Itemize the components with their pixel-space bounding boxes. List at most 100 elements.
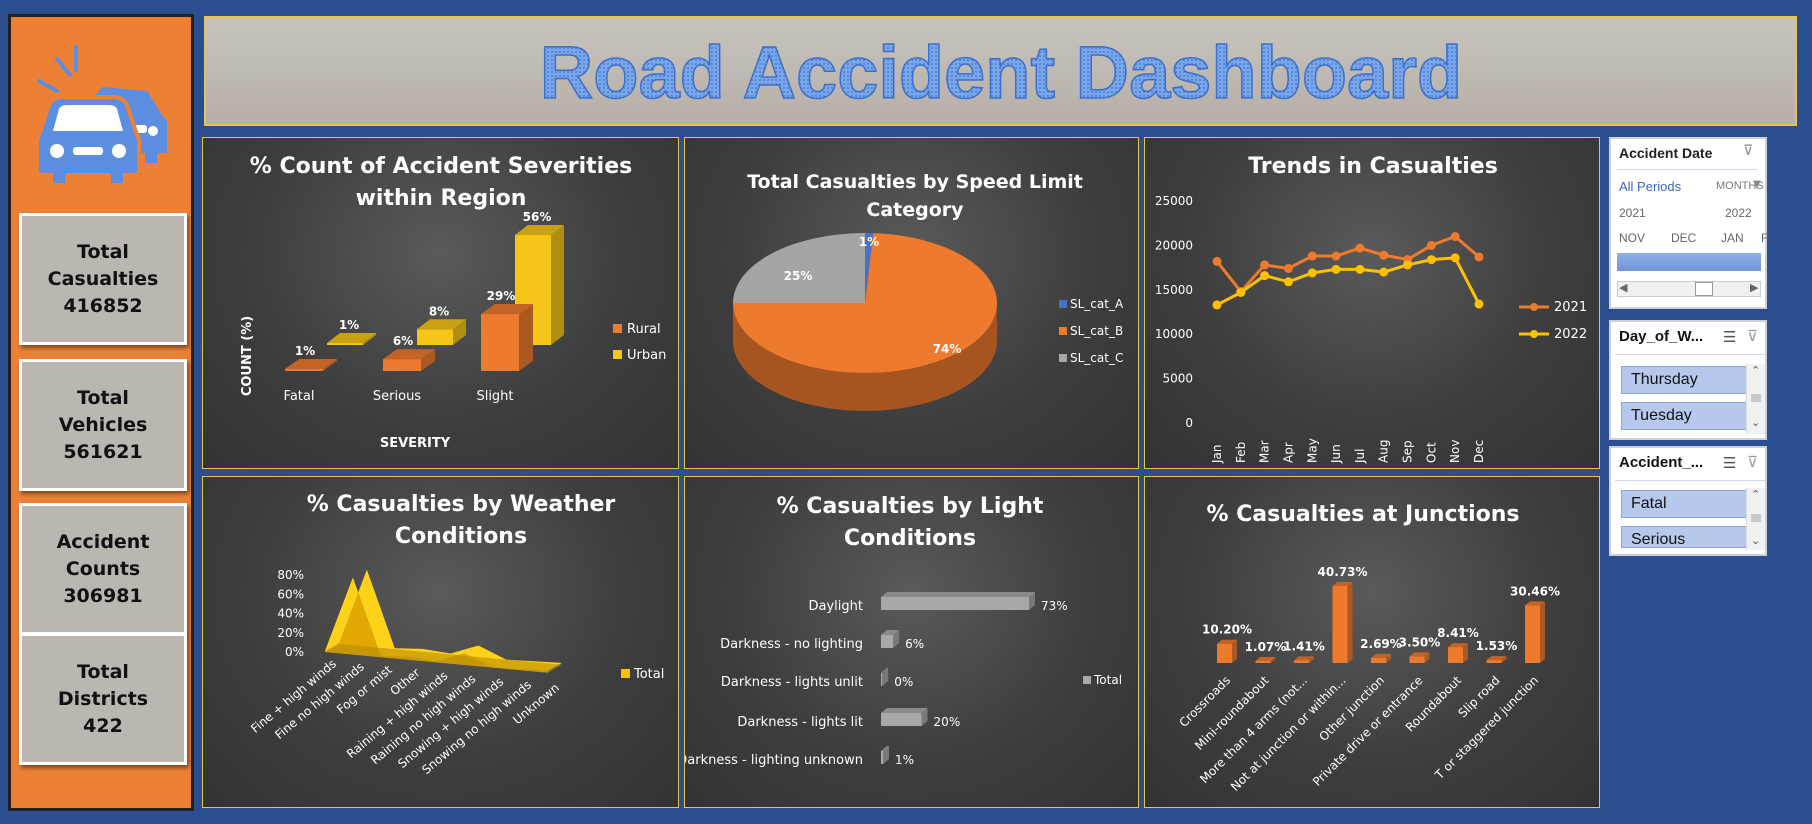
light-bar-side <box>1029 592 1035 610</box>
scroll-thumb[interactable] <box>1695 282 1713 296</box>
y-tick-label: 20000 <box>1155 238 1193 252</box>
slicer-scrollbar[interactable]: ⌃ ⌄ <box>1746 364 1765 434</box>
scroll-right-icon[interactable]: ▶ <box>1750 281 1759 294</box>
accident-date-timeline-slicer[interactable]: Accident Date ⊽ All Periods MONTHS ▼ 202… <box>1609 137 1768 309</box>
series-point <box>1283 263 1293 273</box>
pie-data-label: 25% <box>784 269 813 283</box>
junction-bar-side <box>1347 582 1353 663</box>
slicer-item-tuesday[interactable]: Tuesday <box>1621 402 1759 430</box>
y-tick-label: Darkness - lighting unknown <box>685 753 863 768</box>
kpi-label: Accident <box>56 530 150 553</box>
multi-select-icon[interactable]: ☰ <box>1723 454 1737 472</box>
bar-rural-side <box>323 359 337 371</box>
time-level-dropdown[interactable]: MONTHS <box>1716 180 1764 192</box>
kpi-label: Districts <box>57 687 149 710</box>
bar-urban-side <box>453 319 466 345</box>
light-bar-side <box>883 746 890 764</box>
kpi-value: 422 <box>83 714 123 737</box>
timeline-year: 2022 <box>1725 206 1752 220</box>
data-label: 1% <box>895 753 914 767</box>
pie-data-label: 74% <box>933 342 962 356</box>
kpi-label: Total <box>77 386 129 409</box>
chevron-up-icon[interactable]: ⌃ <box>1751 364 1761 377</box>
kpi-value: 561621 <box>63 440 143 463</box>
series-point <box>1450 232 1460 242</box>
data-label: 56% <box>523 210 552 224</box>
light-bar-side <box>893 630 900 648</box>
scroll-thumb[interactable] <box>1751 394 1761 402</box>
x-tick-label: Mar <box>1258 440 1272 463</box>
light-bar-side <box>882 668 889 686</box>
kpi-value: 306981 <box>63 584 143 607</box>
bar-rural-side <box>421 349 435 371</box>
accident-severity-slicer[interactable]: Accident_... ☰ ⊽ Fatal Serious ⌃ ⌄ <box>1609 446 1767 556</box>
clear-filter-icon[interactable]: ⊽ <box>1747 453 1758 471</box>
kpi-total-vehicles: Total Vehicles 561621 <box>19 359 187 491</box>
x-tick-label: Oct <box>1424 442 1438 463</box>
clear-filter-icon[interactable]: ⊽ <box>1743 143 1754 159</box>
x-axis-label: SEVERITY <box>380 436 451 451</box>
legend-swatch-rural <box>613 324 622 333</box>
area-floor <box>325 644 562 673</box>
timeline-selected-range[interactable] <box>1617 253 1761 271</box>
bar-urban-side <box>363 333 376 345</box>
pie-slice <box>733 233 997 373</box>
junctions-chart-panel: % Casualties at Junctions 10.20% Crossroa… <box>1144 476 1600 808</box>
junction-bar-top <box>1255 656 1276 661</box>
kpi-total-districts: Total Districts 422 <box>19 633 187 765</box>
severity-chart: % Count of Accident Severities within Re… <box>240 154 666 451</box>
scroll-left-icon[interactable]: ◀ <box>1619 281 1628 294</box>
series-point <box>1426 255 1436 265</box>
chevron-down-icon[interactable]: ⌄ <box>1751 416 1761 429</box>
chart-title: Total Casualties by Speed Limit <box>747 171 1083 193</box>
junction-bar-side <box>1540 601 1545 663</box>
junction-bar <box>1294 660 1309 663</box>
pie-data-label: 1% <box>859 235 879 249</box>
multi-select-icon[interactable]: ☰ <box>1723 328 1737 346</box>
slicer-item-serious[interactable]: Serious <box>1621 526 1759 548</box>
timeline-scrollbar[interactable] <box>1617 281 1761 297</box>
data-label: 29% <box>487 289 516 303</box>
pie-slice-side <box>733 303 997 411</box>
chevron-down-icon[interactable]: ▼ <box>1753 179 1761 190</box>
chart-title: Conditions <box>844 526 976 551</box>
x-tick-label: Feb <box>1234 442 1248 463</box>
all-periods-link[interactable]: All Periods <box>1619 179 1682 194</box>
series-point <box>1355 243 1365 253</box>
scroll-thumb[interactable] <box>1751 514 1761 522</box>
divider <box>1615 480 1765 481</box>
chevron-down-icon[interactable]: ⌄ <box>1751 534 1761 547</box>
chevron-up-icon[interactable]: ⌃ <box>1751 488 1761 501</box>
series-point <box>1307 268 1317 278</box>
kpi-value: 416852 <box>63 294 143 317</box>
clear-filter-icon[interactable]: ⊽ <box>1747 327 1758 345</box>
y-tick-label: Daylight <box>809 599 863 614</box>
junction-bar-side <box>1463 643 1468 663</box>
slicer-item-fatal[interactable]: Fatal <box>1621 490 1759 518</box>
junction-bar-top <box>1217 639 1237 644</box>
light-bar <box>881 713 922 726</box>
series-point <box>1450 253 1460 263</box>
legend-marker <box>1530 303 1538 311</box>
area-front <box>325 577 548 673</box>
data-label: 20% <box>934 715 961 729</box>
slicer-scrollbar[interactable]: ⌃ ⌄ <box>1746 488 1765 550</box>
kpi-label: Total <box>77 240 129 263</box>
bar-rural <box>285 369 323 371</box>
kpi-label: Vehicles <box>58 413 148 436</box>
chart-title: within Region <box>356 186 527 211</box>
bar-rural <box>481 314 519 371</box>
x-tick-label: Jan <box>1210 445 1224 465</box>
day-of-week-slicer[interactable]: Day_of_W... ☰ ⊽ Thursday Tuesday ⌃ ⌄ <box>1609 320 1767 440</box>
junctions-bar-chart: % Casualties at Junctions 10.20%Crossroa… <box>1176 502 1560 794</box>
y-tick-label: Darkness - lights lit <box>737 715 863 730</box>
junction-bar-top <box>1332 582 1353 586</box>
legend-swatch <box>1059 327 1067 335</box>
data-label: 0% <box>894 675 913 689</box>
light-bar-top <box>881 746 890 751</box>
legend-swatch <box>1083 676 1091 684</box>
slicer-title: Accident Date <box>1619 145 1713 161</box>
chart-title: % Casualties at Junctions <box>1206 502 1519 527</box>
slicer-item-thursday[interactable]: Thursday <box>1621 366 1759 394</box>
legend-label: Urban <box>627 348 666 363</box>
